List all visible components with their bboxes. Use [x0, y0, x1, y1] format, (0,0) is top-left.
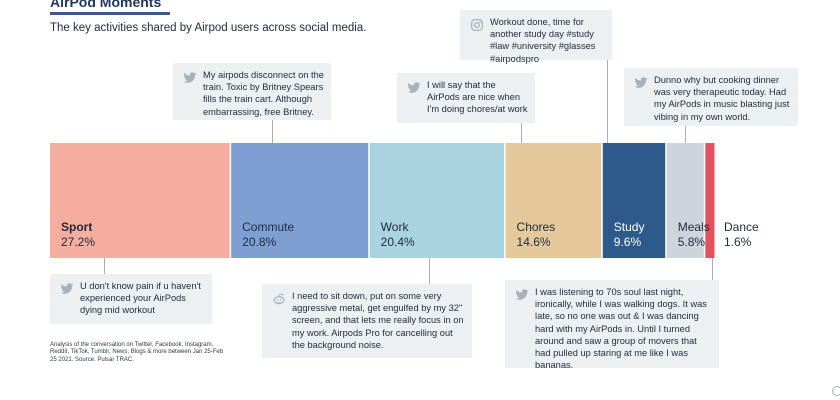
segment-label-commute: Commute: [242, 220, 295, 234]
bar-segment-study: [602, 143, 666, 258]
callout-text: U don't know pain if u haven't experienc…: [80, 281, 201, 316]
leader-meals: [685, 126, 686, 143]
bar-segment-commute: [231, 143, 369, 258]
bar-segment-meals: [666, 143, 704, 258]
corner-marker: [832, 386, 840, 396]
callout-text: I need to sit down, put on some very agg…: [292, 291, 464, 350]
leader-dance: [712, 258, 713, 280]
segment-value-study: 9.6%: [613, 235, 642, 249]
callout-text: Dunno why but cooking dinner was very th…: [654, 75, 790, 122]
segment-value-commute: 20.8%: [242, 235, 277, 249]
title-underline: [50, 12, 170, 15]
callout-text: I will say that the AirPods are nice whe…: [427, 80, 528, 115]
instagram-icon: [471, 19, 483, 31]
segment-value-dance: 1.6%: [724, 235, 752, 249]
leader-work-top: [521, 123, 522, 143]
segment-label-chores: Chores: [516, 220, 556, 234]
leader-sport: [104, 258, 105, 274]
callout-text: I was listening to 70s soul last night, …: [535, 287, 707, 371]
segment-label-sport: Sport: [61, 220, 93, 234]
segment-value-meals: 5.8%: [677, 235, 706, 249]
callout-text: Workout done, time for another study day…: [490, 17, 596, 64]
segment-label-work: Work: [380, 220, 409, 234]
source-note: Analysis of the conversation on Twitter,…: [50, 342, 224, 363]
segment-value-work: 20.4%: [380, 235, 415, 249]
bar-segment-chores: [505, 143, 602, 258]
callout-text: My airpods disconnect on the train. Toxi…: [203, 70, 324, 117]
twitter-icon: [515, 289, 529, 300]
twitter-icon: [634, 77, 648, 88]
callout-commute: My airpods disconnect on the train. Toxi…: [173, 63, 331, 120]
chart-title: AirPod Moments: [50, 0, 162, 10]
callout-work-bottom: I need to sit down, put on some very agg…: [262, 284, 472, 358]
segment-label-meals: Meals: [677, 220, 710, 234]
reddit-icon: [273, 293, 285, 305]
callout-dance: I was listening to 70s soul last night, …: [505, 280, 719, 371]
callout-sport: U don't know pain if u haven't experienc…: [50, 274, 212, 324]
twitter-icon: [407, 82, 421, 93]
bar-segment-work: [369, 143, 505, 258]
callout-meals: Dunno why but cooking dinner was very th…: [624, 68, 798, 126]
segment-label-study: Study: [613, 220, 645, 234]
chart-subtitle: The key activities shared by Airpod user…: [50, 22, 367, 34]
callout-study: Workout done, time for another study day…: [460, 10, 612, 64]
segment-value-sport: 27.2%: [61, 235, 96, 249]
twitter-icon: [60, 283, 74, 294]
segment-value-chores: 14.6%: [516, 235, 551, 249]
bar-segment-dance: [705, 143, 715, 258]
leader-commute: [272, 120, 273, 143]
leader-study: [607, 60, 608, 143]
callout-work-top: I will say that the AirPods are nice whe…: [397, 73, 535, 123]
segment-label-dance: Dance: [724, 220, 759, 234]
bar-segment-sport: [50, 143, 230, 258]
leader-work-bottom: [429, 258, 430, 284]
twitter-icon: [183, 72, 197, 83]
